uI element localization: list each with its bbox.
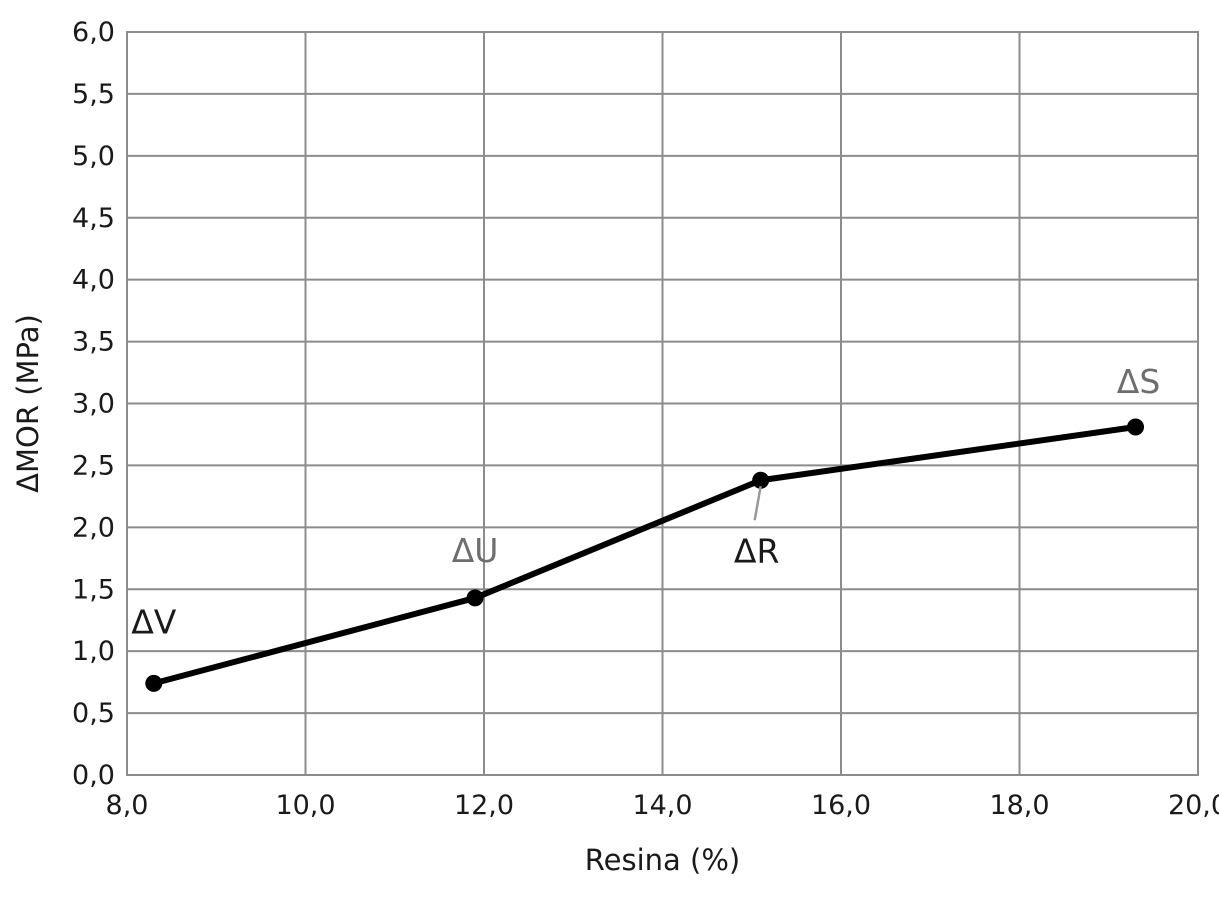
y-tick-label: 0,5 bbox=[72, 698, 115, 729]
y-tick-label: 3,5 bbox=[72, 327, 115, 358]
y-tick-label: 1,5 bbox=[72, 574, 115, 605]
label-leader-line bbox=[753, 486, 762, 521]
y-tick-label: 4,5 bbox=[72, 203, 115, 234]
y-tick-label: 4,0 bbox=[72, 265, 115, 296]
data-point-marker bbox=[145, 674, 163, 692]
x-tick-label: 16,0 bbox=[811, 790, 871, 821]
gridlines bbox=[126, 31, 1199, 776]
point-labels: ΔV ΔU ΔR ΔS bbox=[131, 362, 1160, 641]
series-resina-mor bbox=[145, 418, 1145, 692]
y-tick-label: 0,0 bbox=[72, 760, 115, 791]
x-axis-ticks: 8,0 10,0 12,0 14,0 16,0 18,0 20,0 bbox=[106, 790, 1219, 821]
y-tick-label: 2,0 bbox=[72, 512, 115, 543]
y-axis-ticks: 0,0 0,5 1,0 1,5 2,0 2,5 3,0 3,5 4,0 4,5 5,0 5,5 6,0 bbox=[72, 17, 115, 791]
data-point-label: ΔV bbox=[131, 602, 177, 641]
x-tick-label: 18,0 bbox=[989, 790, 1049, 821]
x-tick-label: 8,0 bbox=[106, 790, 149, 821]
x-tick-label: 12,0 bbox=[454, 790, 514, 821]
x-axis-title: Resina (%) bbox=[585, 843, 740, 877]
data-point-marker bbox=[466, 589, 484, 607]
x-tick-label: 14,0 bbox=[632, 790, 692, 821]
y-axis-title: ΔMOR (MPa) bbox=[11, 314, 45, 493]
data-point-marker bbox=[752, 471, 770, 489]
y-tick-label: 3,0 bbox=[72, 389, 115, 420]
x-tick-label: 20,0 bbox=[1168, 790, 1219, 821]
data-point-label: ΔS bbox=[1117, 362, 1161, 401]
data-point-marker bbox=[1127, 418, 1145, 436]
series-line bbox=[150, 424, 1139, 687]
data-point-label: ΔR bbox=[734, 531, 780, 570]
y-tick-label: 5,5 bbox=[72, 79, 115, 110]
x-tick-label: 10,0 bbox=[275, 790, 335, 821]
y-tick-label: 5,0 bbox=[72, 141, 115, 172]
y-tick-label: 2,5 bbox=[72, 450, 115, 481]
data-point-label: ΔU bbox=[452, 531, 499, 570]
y-tick-label: 6,0 bbox=[72, 17, 115, 48]
plot-area-border bbox=[126, 31, 1199, 776]
y-tick-label: 1,0 bbox=[72, 636, 115, 667]
